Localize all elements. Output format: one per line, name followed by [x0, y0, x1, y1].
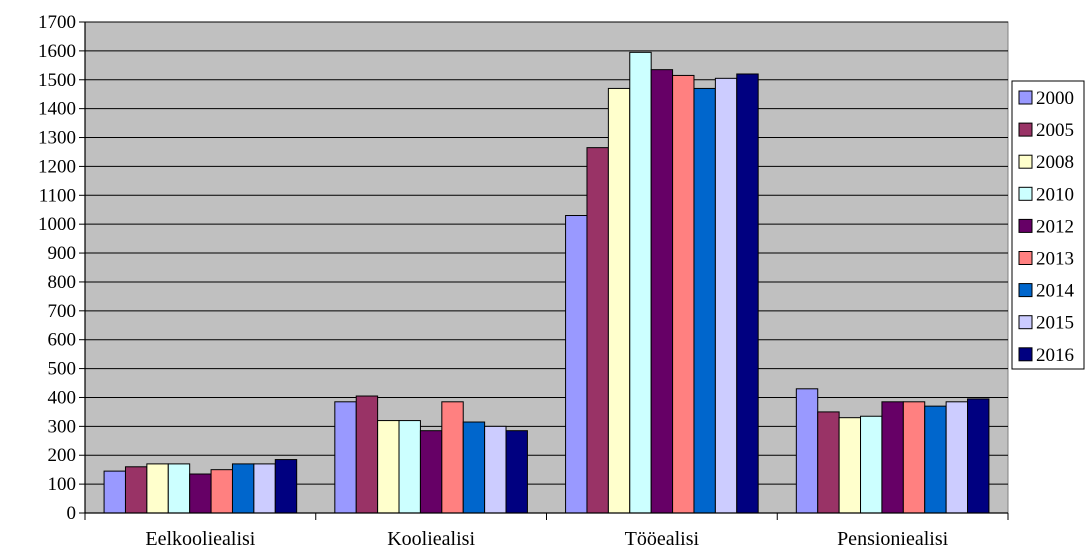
- legend-label: 2010: [1036, 184, 1074, 205]
- legend-swatch-2014: [1018, 283, 1033, 298]
- y-tick-label: 1400: [38, 99, 76, 120]
- bar-2013-1: [210, 469, 233, 514]
- bar-2015-3: [714, 77, 738, 514]
- bar-2012-1: [189, 473, 212, 514]
- bar-2008-2: [377, 420, 400, 514]
- y-tick-label: 500: [48, 359, 77, 380]
- x-category-label: Kooliealisi: [387, 528, 475, 550]
- y-tick-label: 100: [48, 474, 77, 495]
- plot-area: [84, 21, 1009, 514]
- bar-2013-2: [441, 401, 464, 514]
- y-tick-label: 600: [48, 330, 77, 351]
- bar-2000-2: [334, 401, 357, 514]
- bar-2008-4: [838, 417, 862, 514]
- y-tick-label: 700: [48, 301, 77, 322]
- y-tick-label: 1000: [38, 214, 76, 235]
- bar-2015-1: [253, 463, 276, 514]
- bar-2010-3: [629, 51, 652, 514]
- x-category-label: Eelkooliealisi: [145, 528, 255, 550]
- bar-2005-4: [817, 411, 840, 514]
- bar-2005-2: [355, 395, 379, 514]
- bar-2014-3: [693, 87, 716, 514]
- y-tick-label: 1200: [38, 156, 76, 177]
- legend-label: 2000: [1036, 88, 1074, 109]
- y-tick-label: 800: [48, 272, 77, 293]
- legend-swatch-2013: [1018, 251, 1033, 265]
- bar-2014-2: [462, 421, 486, 514]
- y-tick-label: 1300: [38, 128, 76, 149]
- y-tick-label: 1700: [38, 12, 76, 33]
- bar-2013-3: [672, 74, 695, 514]
- bar-2014-1: [231, 463, 255, 514]
- legend-swatch-2015: [1018, 315, 1033, 330]
- legend-swatch-2005: [1018, 122, 1033, 137]
- y-tick-label: 1500: [38, 70, 76, 91]
- legend-swatch-2010: [1018, 186, 1033, 201]
- x-category-label: Pensioniealisi: [837, 528, 949, 550]
- legend-label: 2005: [1036, 120, 1074, 141]
- y-tick-label: 400: [48, 387, 77, 408]
- bar-2012-3: [650, 69, 674, 514]
- bar-2008-3: [607, 87, 631, 514]
- legend-label: 2016: [1036, 345, 1074, 366]
- legend-swatch-2012: [1018, 218, 1033, 233]
- x-category-label: Tööealisi: [625, 528, 700, 550]
- bar-2016-2: [505, 430, 528, 514]
- legend-label: 2012: [1036, 216, 1074, 237]
- bar-2013-4: [902, 401, 926, 514]
- bar-2010-2: [398, 420, 421, 514]
- legend-label: 2008: [1036, 152, 1074, 173]
- legend-swatch-2008: [1018, 154, 1033, 169]
- y-tick-label: 1600: [38, 41, 76, 62]
- bar-2000-4: [795, 388, 819, 514]
- bar-2008-1: [146, 463, 169, 514]
- bar-2015-4: [945, 401, 969, 514]
- y-tick-label: 900: [48, 243, 77, 264]
- legend-swatch-2000: [1018, 90, 1033, 105]
- bar-2005-3: [586, 147, 609, 514]
- y-tick-label: 200: [48, 445, 77, 466]
- bar-2000-1: [103, 470, 126, 514]
- bar-2005-1: [124, 466, 148, 514]
- legend-label: 2014: [1036, 281, 1075, 302]
- bar-2012-2: [419, 430, 443, 514]
- bar-2010-4: [860, 415, 883, 514]
- bar-2012-4: [881, 401, 904, 514]
- y-tick-label: 300: [48, 416, 77, 437]
- axes: 0 100 200 300 400 500 600 700 800 900 1000 1100 1200…: [38, 12, 1009, 550]
- legend-label: 2013: [1036, 249, 1074, 270]
- legend-label: 2015: [1036, 313, 1074, 334]
- y-tick-label: 1100: [39, 185, 76, 206]
- bar-2015-2: [484, 425, 507, 514]
- bar-2016-4: [967, 398, 990, 514]
- legend: 2000 2005 2008 2010 2012 2013 2014 2015 2016: [1011, 80, 1085, 370]
- bar-2014-4: [924, 405, 947, 514]
- y-tick-label: 0: [67, 503, 77, 524]
- legend-swatch-2016: [1018, 347, 1033, 362]
- bar-2000-3: [565, 215, 588, 514]
- bar-2010-1: [167, 463, 191, 514]
- bar-2016-3: [736, 73, 759, 514]
- bar-2016-1: [274, 459, 298, 514]
